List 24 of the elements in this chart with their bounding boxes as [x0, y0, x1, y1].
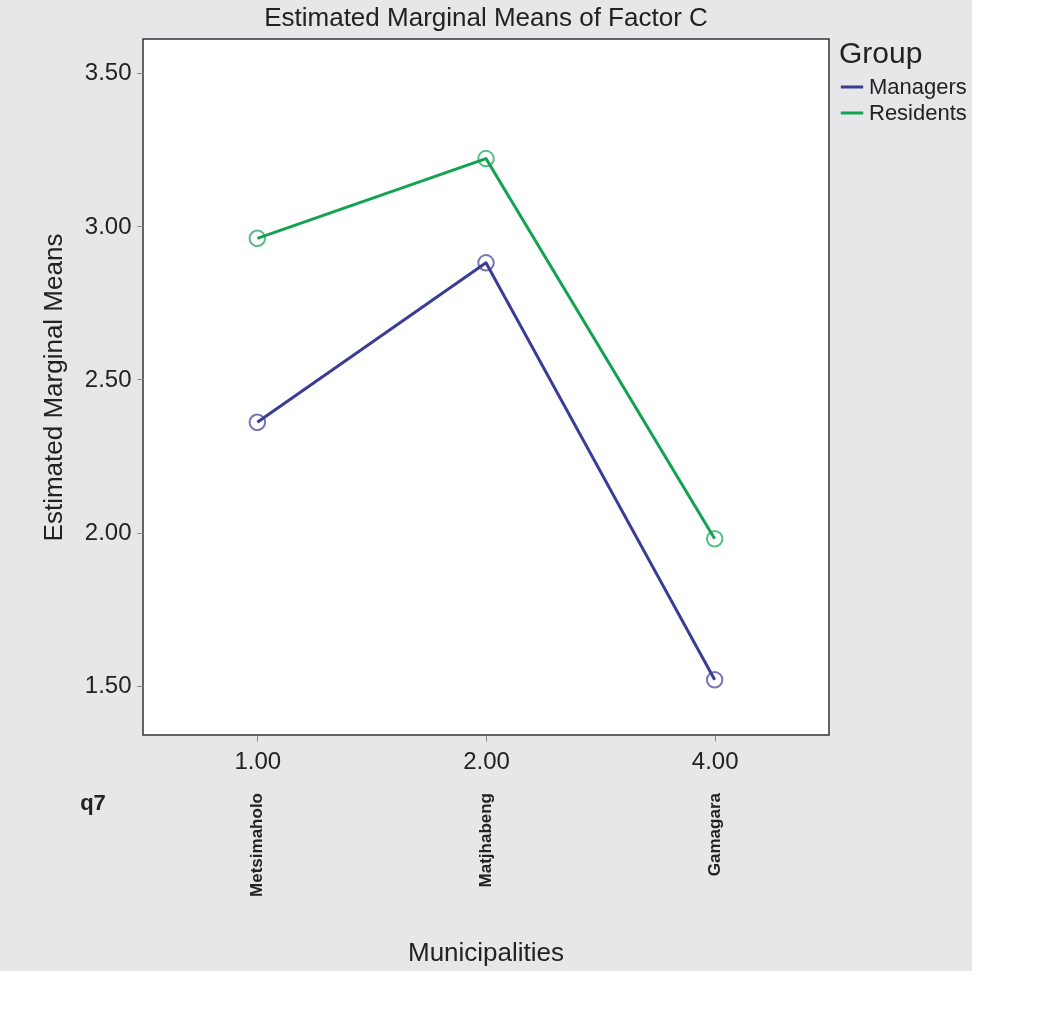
chart-title: Estimated Marginal Means of Factor C — [264, 2, 708, 32]
text: Metsimaholo — [247, 793, 267, 897]
text: q7 — [80, 790, 106, 815]
legend-label: Managers — [869, 74, 967, 99]
text: Gamagara — [704, 792, 724, 877]
y-tick-label: 3.00 — [84, 211, 132, 239]
legend-title: Group — [839, 36, 923, 69]
y-axis-title: Estimated Marginal Means — [37, 233, 68, 542]
x-tick-label: 2.00 — [463, 746, 510, 774]
point — [248, 229, 267, 248]
y-tick-label: 3.50 — [84, 58, 132, 86]
text: Municipalities — [407, 937, 565, 967]
point — [705, 530, 724, 548]
text: Matjhabeng — [476, 793, 495, 888]
point — [477, 254, 495, 272]
x-tick-label: 1.00 — [234, 746, 282, 774]
y-tick-label: 1.50 — [84, 671, 132, 699]
x-tick-label: 4.00 — [691, 746, 739, 774]
point — [477, 149, 495, 168]
point — [705, 671, 724, 689]
legend-label: Residents — [869, 100, 967, 125]
point — [248, 413, 267, 431]
y-tick-label: 2.50 — [84, 364, 132, 392]
y-tick-label: 2.00 — [84, 518, 132, 546]
